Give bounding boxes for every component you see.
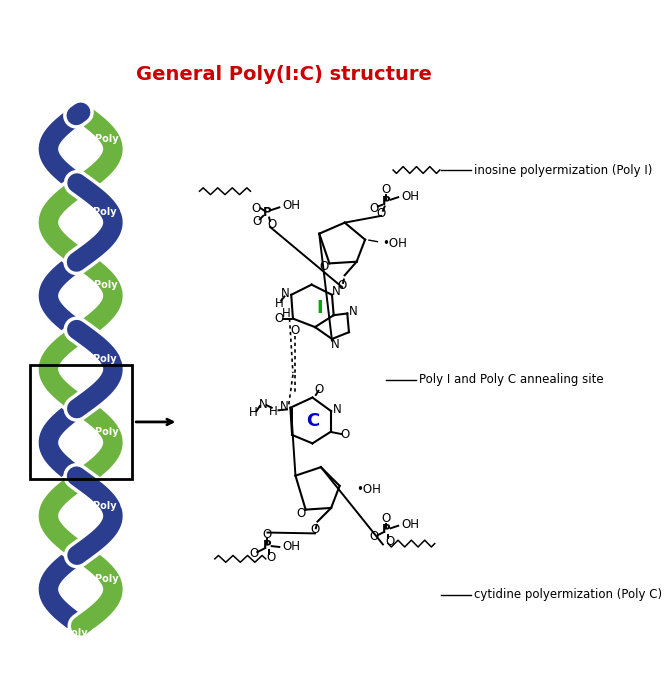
Text: Poly I: Poly I xyxy=(94,134,125,143)
Text: OH: OH xyxy=(401,190,419,203)
Text: O: O xyxy=(290,324,299,337)
Text: O: O xyxy=(382,512,391,526)
Text: inosine polyermization (Poly I): inosine polyermization (Poly I) xyxy=(474,164,652,176)
Text: P: P xyxy=(382,524,391,536)
Text: O: O xyxy=(267,218,276,231)
Text: N: N xyxy=(259,398,268,411)
Text: H: H xyxy=(282,307,290,320)
Text: Poly I: Poly I xyxy=(94,574,125,584)
Text: Poly C: Poly C xyxy=(93,500,127,510)
Text: cytidine polyermization (Poly C): cytidine polyermization (Poly C) xyxy=(474,588,662,601)
Text: H: H xyxy=(249,406,258,419)
Text: N: N xyxy=(281,286,290,300)
Text: O: O xyxy=(377,206,386,220)
Text: I: I xyxy=(317,300,323,317)
Text: O: O xyxy=(310,524,320,536)
Bar xyxy=(29,365,132,480)
Text: O: O xyxy=(370,531,379,543)
Text: P: P xyxy=(263,539,272,552)
Text: O: O xyxy=(296,507,305,519)
Text: •OH: •OH xyxy=(357,483,381,496)
Text: N: N xyxy=(331,337,340,351)
Text: O: O xyxy=(253,216,262,228)
Text: O: O xyxy=(320,260,329,273)
Text: O: O xyxy=(314,383,324,395)
Text: Poly I: Poly I xyxy=(95,427,125,438)
Text: N: N xyxy=(280,400,289,412)
Text: O: O xyxy=(370,202,379,215)
Text: O: O xyxy=(275,312,284,325)
Text: O: O xyxy=(385,536,394,548)
Text: O: O xyxy=(382,183,391,196)
Text: P: P xyxy=(263,206,272,219)
Text: Poly C: Poly C xyxy=(93,354,127,364)
Text: OH: OH xyxy=(283,199,301,212)
Text: O: O xyxy=(340,428,349,442)
Text: N: N xyxy=(332,285,341,298)
Text: Poly I and Poly C annealing site: Poly I and Poly C annealing site xyxy=(419,373,603,386)
Text: H: H xyxy=(269,405,278,418)
Text: N: N xyxy=(332,403,341,416)
Text: O: O xyxy=(338,279,347,292)
Text: P: P xyxy=(382,195,391,208)
Text: General Poly(I:C) structure: General Poly(I:C) structure xyxy=(136,65,432,85)
Text: H: H xyxy=(275,297,284,310)
Text: •OH: •OH xyxy=(382,237,407,249)
Text: O: O xyxy=(252,202,261,215)
Text: Poly C: Poly C xyxy=(92,207,127,217)
Text: Poly C: Poly C xyxy=(64,629,98,638)
Text: OH: OH xyxy=(283,540,301,554)
Text: O: O xyxy=(250,547,258,560)
Text: O: O xyxy=(266,551,276,564)
Text: O: O xyxy=(263,528,272,540)
Text: C: C xyxy=(306,412,319,430)
Text: Poly I: Poly I xyxy=(94,281,125,290)
Text: OH: OH xyxy=(401,519,419,531)
Text: N: N xyxy=(349,305,358,318)
